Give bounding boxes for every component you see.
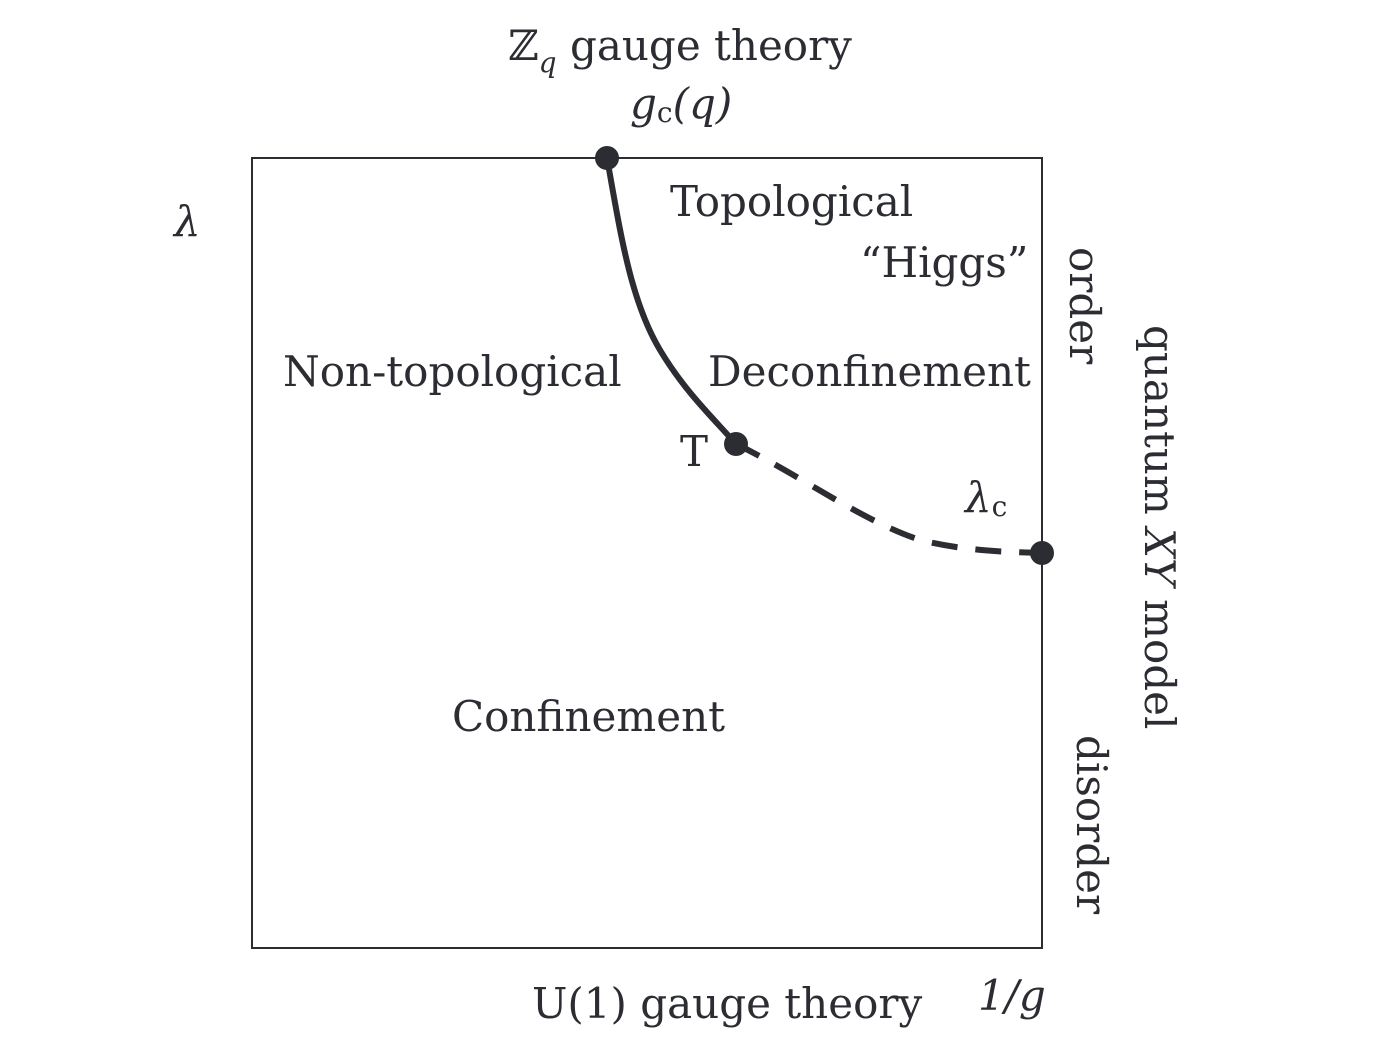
top-label-main: ℤ <box>508 21 539 70</box>
region-deconfinement: Deconfinement <box>708 347 1031 396</box>
critical-point-right <box>1030 541 1054 565</box>
triple-point <box>724 432 748 456</box>
x-axis-label: 1/g <box>978 971 1046 1020</box>
lambda-c-sub: c <box>992 490 1008 523</box>
lambda-c-main: λ <box>963 473 992 522</box>
bottom-label: U(1) gauge theory <box>532 979 922 1028</box>
critical-point-top <box>595 146 619 170</box>
right-label-pre: quantum <box>1135 325 1184 528</box>
right-label-post: model <box>1135 586 1184 730</box>
region-non-topological: Non-topological <box>283 347 622 396</box>
triple-point-label: T <box>680 427 708 476</box>
right-label-xy: XY <box>1135 525 1184 590</box>
lambda-c-label: λc <box>963 473 1007 523</box>
region-higgs: “Higgs” <box>860 238 1028 287</box>
critical-g-g: g <box>630 79 657 128</box>
region-confinement: Confinement <box>452 692 725 741</box>
region-topological: Topological <box>670 177 913 226</box>
right-order-label: order <box>1060 247 1109 365</box>
right-disorder-label: disorder <box>1067 735 1116 915</box>
top-label-rest: gauge theory <box>557 21 853 70</box>
top-label-sub: q <box>539 46 557 79</box>
continuous-transition-line <box>734 441 1043 556</box>
top-label: ℤq gauge theory <box>508 21 852 79</box>
first-order-transition-line <box>604 155 739 447</box>
critical-g-sub: c <box>657 96 673 129</box>
critical-g-label: gc(q) <box>630 79 732 129</box>
critical-g-arg: (q) <box>673 79 733 128</box>
y-axis-label: λ <box>172 197 201 246</box>
right-label: quantum XY model <box>1135 325 1184 729</box>
